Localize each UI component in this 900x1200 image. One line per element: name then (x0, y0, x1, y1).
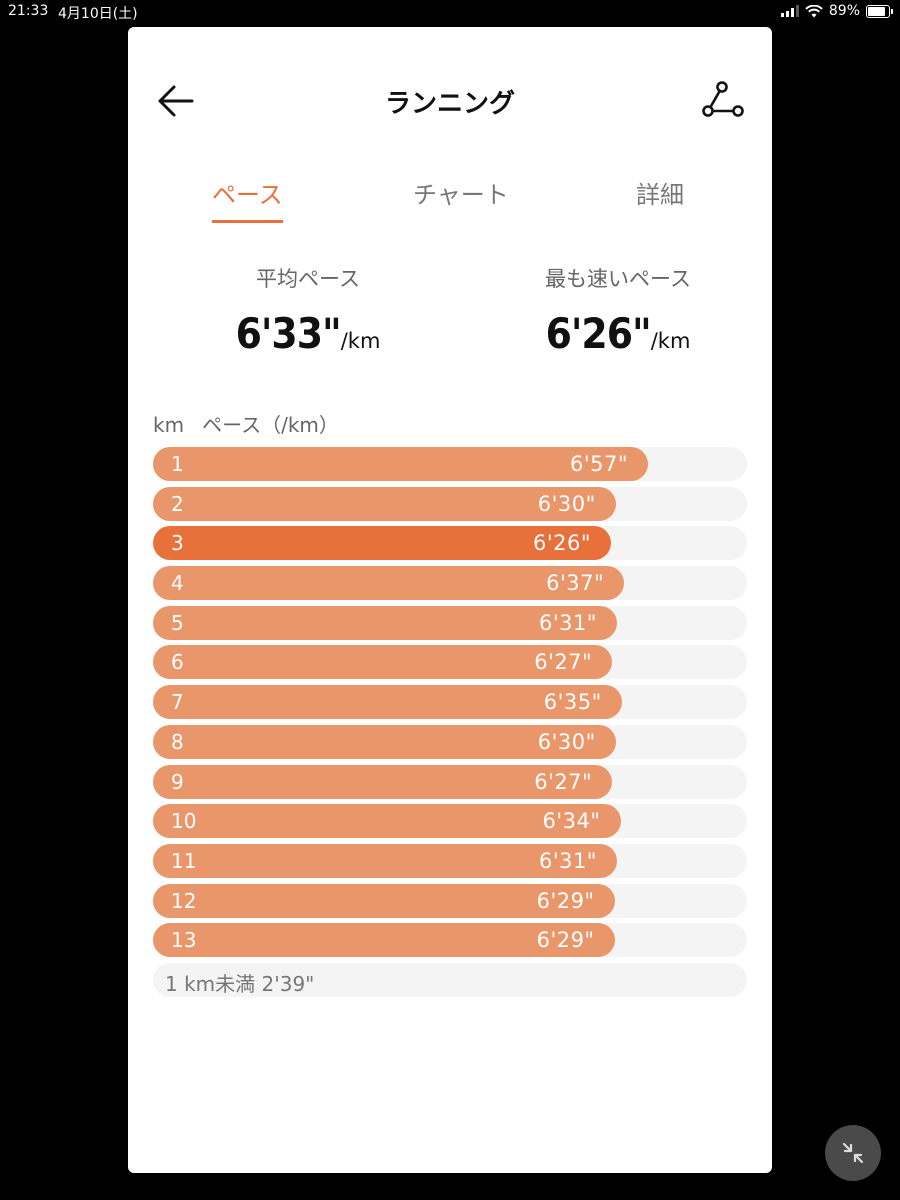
split-row[interactable]: 5 6'31" (153, 605, 747, 640)
partial-km-row[interactable]: 1 km未満 2'39" (153, 962, 747, 997)
split-km: 12 (171, 888, 197, 913)
split-row[interactable]: 6 6'27" (153, 645, 747, 680)
split-km: 3 (171, 531, 184, 556)
average-pace-value: 6'33" (235, 309, 342, 358)
pace-bar (153, 486, 616, 521)
split-pace: 6'26" (533, 531, 592, 556)
route-icon[interactable] (700, 77, 746, 123)
split-row[interactable]: 8 6'30" (153, 724, 747, 759)
run-detail-card: ランニング ペース チャート 詳細 平均ペース 6'33"/km 最も速いペース… (128, 27, 772, 1173)
split-pace: 6'30" (537, 729, 596, 754)
status-date: 4月10日(土) (58, 6, 138, 22)
collapse-arrows-icon (842, 1142, 864, 1164)
pace-bar (153, 605, 617, 640)
split-pace: 6'27" (534, 769, 593, 794)
km-column-header: km (153, 413, 185, 437)
fastest-pace-label: 最も速いペース (545, 267, 691, 291)
split-km: 2 (171, 491, 184, 516)
split-row[interactable]: 2 6'30" (153, 486, 747, 521)
status-right: 89% (780, 3, 893, 19)
fastest-pace-unit: /km (650, 329, 691, 353)
split-km: 5 (171, 610, 184, 635)
collapse-button[interactable] (825, 1125, 881, 1181)
split-km: 6 (171, 650, 184, 675)
split-km: 13 (171, 928, 197, 953)
split-row[interactable]: 4 6'37" (153, 566, 747, 601)
average-pace-label: 平均ペース (256, 267, 360, 291)
fastest-pace: 最も速いペース 6'26"/km (498, 263, 738, 358)
pace-bar (153, 764, 613, 799)
split-row[interactable]: 10 6'34" (153, 804, 747, 839)
tab-bar: ペース チャート 詳細 (128, 175, 772, 225)
pace-bar (153, 724, 616, 759)
split-km: 9 (171, 769, 184, 794)
split-km: 4 (171, 571, 184, 596)
pace-summary: 平均ペース 6'33"/km 最も速いペース 6'26"/km (128, 263, 772, 363)
pace-bar (153, 804, 621, 839)
split-km: 10 (171, 809, 197, 834)
split-km: 8 (171, 729, 184, 754)
header: ランニング (128, 27, 772, 167)
pace-bar (153, 526, 611, 561)
pace-bar (153, 447, 648, 481)
pace-bar (153, 645, 613, 680)
split-km: 7 (171, 690, 184, 715)
split-pace: 6'30" (537, 491, 596, 516)
split-pace: 6'29" (536, 928, 595, 953)
split-pace: 6'31" (538, 610, 597, 635)
status-bar: 21:33 4月10日(土) 89% (0, 0, 900, 24)
partial-km-label: 1 km未満 2'39" (165, 971, 315, 996)
split-km: 1 (171, 452, 184, 476)
split-pace: 6'31" (538, 848, 597, 873)
split-row[interactable]: 1 6'57" (153, 447, 747, 481)
split-pace: 6'35" (543, 690, 602, 715)
battery-icon (866, 4, 893, 18)
split-row[interactable]: 3 6'26" (153, 526, 747, 561)
average-pace-unit: /km (340, 329, 381, 353)
page-title: ランニング (384, 89, 515, 119)
split-pace: 6'57" (570, 452, 629, 476)
split-km: 11 (171, 848, 197, 873)
split-row[interactable]: 12 6'29" (153, 883, 747, 918)
split-row[interactable]: 7 6'35" (153, 685, 747, 720)
pace-bar (153, 883, 615, 918)
average-pace: 平均ペース 6'33"/km (198, 263, 418, 358)
tab-pace[interactable]: ペース (212, 175, 283, 223)
split-row[interactable]: 11 6'31" (153, 843, 747, 878)
pace-bar (153, 685, 622, 720)
split-pace: 6'27" (534, 650, 593, 675)
arrow-left-icon[interactable] (154, 79, 198, 123)
fastest-pace-value: 6'26" (545, 309, 652, 358)
battery-percentage: 89% (828, 3, 860, 19)
wifi-icon (805, 4, 823, 17)
pace-bar (153, 923, 615, 958)
pace-column-header: ペース（/km） (202, 413, 339, 437)
tab-chart[interactable]: チャート (413, 181, 509, 209)
split-list-header: km ペース（/km） (153, 409, 339, 438)
split-row[interactable]: 13 6'29" (153, 923, 747, 958)
split-row[interactable]: 9 6'27" (153, 764, 747, 799)
status-time: 21:33 (8, 3, 49, 19)
split-pace: 6'34" (542, 809, 601, 834)
tab-details[interactable]: 詳細 (636, 181, 684, 209)
pace-bar (153, 566, 625, 601)
cellular-signal-icon (780, 5, 799, 17)
pace-bar (153, 843, 617, 878)
split-pace: 6'37" (546, 571, 605, 596)
split-pace: 6'29" (536, 888, 595, 913)
split-list: 1 6'57" 2 6'30" 3 6'26" 4 6'37" 5 6'31" 6 6'27" 7 6'3… (153, 447, 747, 1003)
